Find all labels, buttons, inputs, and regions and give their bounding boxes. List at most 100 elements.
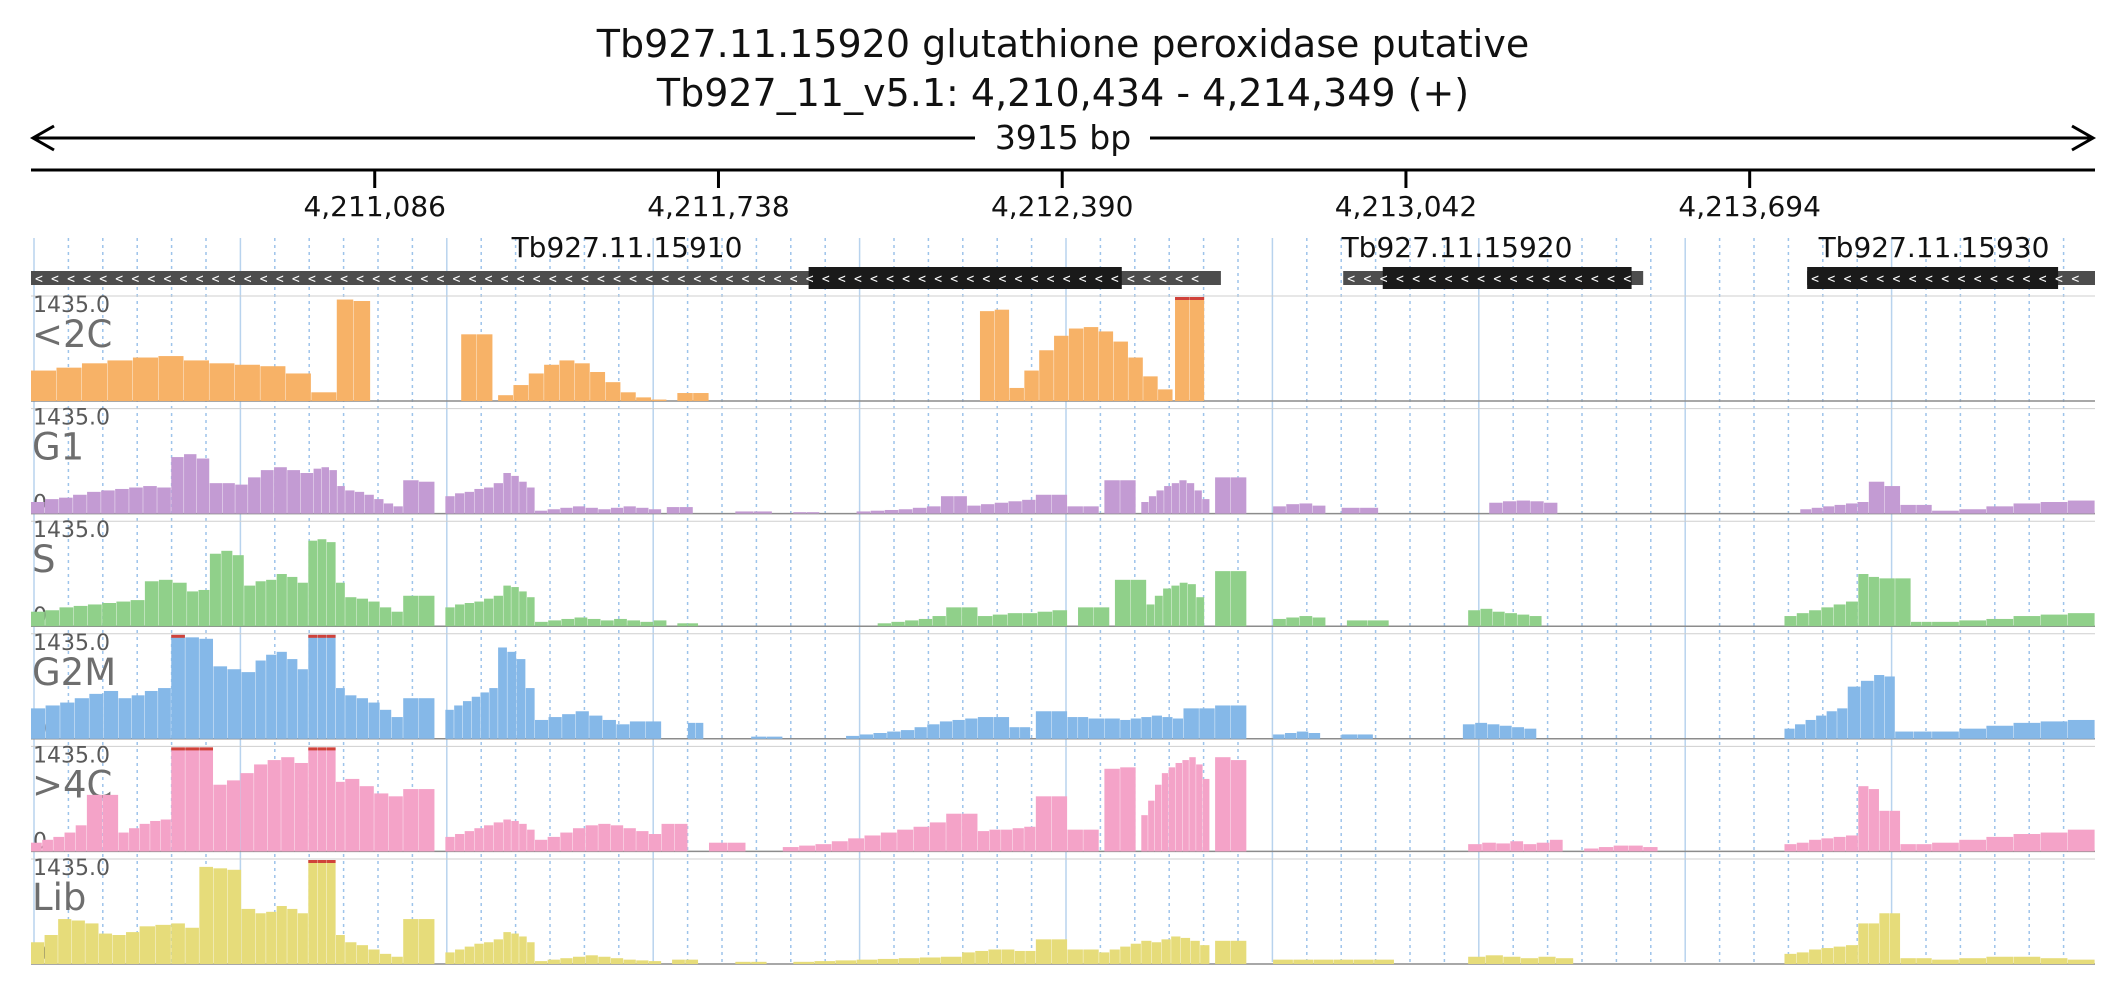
coverage-bar: [954, 496, 967, 514]
coverage-bar: [1273, 618, 1286, 627]
coverage-bar: [1088, 718, 1104, 739]
clipped-marker: [308, 634, 318, 638]
coverage-bar: [587, 618, 601, 627]
coverage-bar: [1196, 764, 1203, 852]
coverage-bar: [993, 717, 1010, 739]
coverage-bar: [1168, 767, 1176, 852]
clipped-marker: [1189, 297, 1205, 300]
coverage-bar: [403, 480, 419, 514]
gene-cds: [808, 267, 1122, 289]
coverage-bar: [85, 923, 99, 964]
coverage-bar: [1505, 613, 1517, 627]
coverage-bar: [480, 692, 489, 739]
coverage-bar: [1868, 481, 1885, 514]
coverage-bar: [464, 603, 474, 627]
coverage-bar: [58, 919, 72, 964]
coverage-bar: [1959, 839, 1986, 852]
coverage-bar: [1833, 946, 1846, 964]
coverage-bar: [547, 509, 560, 514]
coverage-bar: [1098, 331, 1114, 401]
coverage-bar: [126, 932, 140, 964]
coverage-bar: [31, 611, 45, 627]
coverage-bar: [1120, 946, 1131, 964]
coverage-bar: [1845, 945, 1858, 964]
axis-tick-label: 4,212,390: [991, 190, 1134, 223]
gene-label: Tb927.11.15930: [1818, 231, 2050, 264]
coverage-bar: [297, 582, 308, 627]
coverage-bar: [1194, 490, 1202, 514]
coverage-bar: [562, 714, 576, 739]
coverage-bar: [674, 823, 688, 852]
coverage-bar: [1826, 711, 1837, 739]
coverage-bar: [209, 363, 235, 401]
coverage-bar: [897, 829, 914, 852]
coverage-bar: [31, 708, 46, 739]
coverage-bar: [1510, 841, 1524, 852]
coverage-bar: [535, 621, 548, 627]
coverage-bar: [1171, 585, 1180, 627]
coverage-bar: [64, 832, 76, 852]
coverage-bar: [464, 946, 474, 964]
coverage-bar: [132, 357, 159, 401]
coverage-bar: [1151, 942, 1162, 964]
coverage-bar: [287, 576, 298, 627]
coverage-bar: [1051, 939, 1068, 964]
coverage-bar: [359, 786, 374, 852]
coverage-bar: [605, 382, 621, 401]
coverage-bar: [1128, 357, 1143, 401]
coverage-bar: [1833, 604, 1846, 627]
coverage-bar: [727, 842, 746, 852]
coverage-bar: [335, 935, 345, 964]
coverage-bar: [535, 719, 549, 739]
coverage-bar: [2040, 614, 2068, 627]
clipped-marker: [317, 860, 327, 863]
coverage-bar: [1156, 490, 1164, 514]
coverage-bar: [1549, 839, 1563, 852]
coverage-bar: [1821, 838, 1834, 852]
coverage-bar: [484, 942, 494, 964]
coverage-bar: [86, 794, 103, 852]
coverage-bar: [1151, 715, 1162, 739]
coverage-bar: [1313, 959, 1334, 964]
coverage-bar: [1805, 719, 1816, 739]
coverage-bar: [1001, 949, 1015, 964]
coverage-bar: [234, 364, 260, 401]
coverage-bar: [1215, 940, 1231, 964]
coverage-bar: [1353, 959, 1374, 964]
coverage-bar: [516, 659, 526, 739]
coverage-bar: [403, 919, 419, 964]
coverage-bar: [1845, 503, 1857, 514]
coverage-bar: [380, 709, 392, 739]
coverage-bar: [1889, 810, 1901, 852]
coverage-bar: [464, 831, 474, 852]
coverage-bar: [1190, 940, 1200, 964]
track-scale-max: 1435.0: [33, 631, 110, 656]
coverage-bar: [155, 924, 171, 964]
coverage-bar: [1482, 842, 1496, 852]
coverage-bar: [1499, 725, 1512, 739]
coverage-bar: [454, 705, 463, 739]
coverage-bar: [98, 933, 113, 964]
coverage-bar: [1868, 923, 1879, 964]
coverage-bar: [939, 721, 953, 739]
track-G2M: 1435.00G2M: [31, 631, 2095, 742]
coverage-bar: [1230, 940, 1247, 964]
coverage-bar: [484, 598, 494, 627]
coverage-bar: [503, 932, 511, 964]
track-scale-max: 1435.0: [33, 743, 110, 768]
coverage-bar: [1468, 956, 1486, 964]
coverage-bar: [1130, 718, 1141, 739]
coverage-bar: [1215, 705, 1231, 739]
coverage-bar: [1114, 579, 1131, 627]
coverage-bar: [1154, 595, 1163, 627]
coverage-bar: [560, 958, 573, 964]
track-name: <2C: [32, 313, 112, 356]
coverage-bar: [130, 600, 145, 627]
coverage-bar: [1179, 480, 1187, 514]
track-2C: 1435.00<2C: [31, 293, 2095, 404]
coverage-bar: [1052, 610, 1068, 627]
coverage-bar: [1273, 734, 1285, 739]
coverage-bar: [620, 392, 636, 401]
coverage-bar: [1485, 955, 1503, 964]
coverage-bar: [1959, 509, 1986, 514]
